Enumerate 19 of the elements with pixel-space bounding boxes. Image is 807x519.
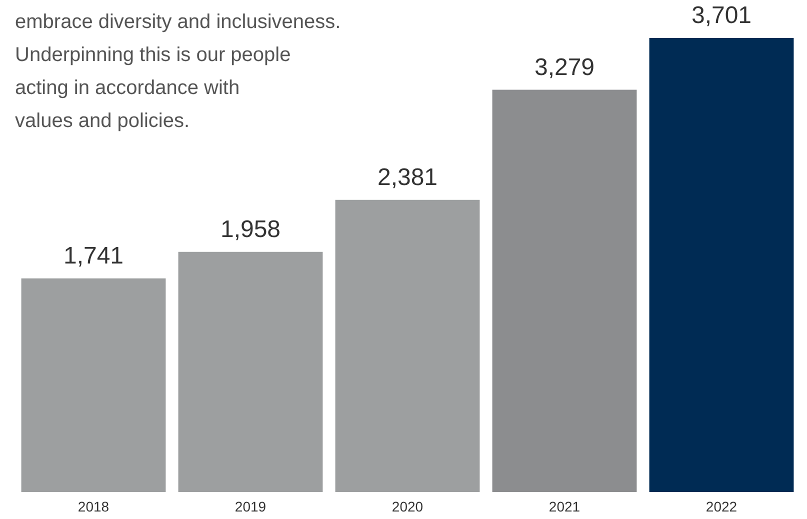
data-label: 1,741 — [63, 242, 124, 270]
bar — [21, 278, 166, 492]
x-tick-label: 2018 — [78, 498, 110, 514]
data-label: 2,381 — [377, 164, 438, 191]
bar — [492, 90, 637, 492]
annotation: values and policies. — [15, 110, 190, 132]
bar — [335, 200, 480, 492]
annotation: acting in accordance with — [15, 77, 240, 99]
data-label: 3,701 — [691, 2, 752, 29]
data-label: 3,279 — [534, 54, 595, 81]
x-tick-label: 2020 — [392, 498, 424, 514]
x-tick-label: 2019 — [234, 498, 266, 514]
bar — [649, 38, 794, 492]
x-tick-label: 2021 — [548, 498, 580, 514]
bar — [178, 252, 323, 492]
x-tick-label: 2022 — [706, 498, 738, 514]
text: embrace diversity and inclusiveness. — [15, 11, 341, 33]
annotation: Underpinning this is our people — [15, 44, 291, 66]
data-label: 1,958 — [220, 216, 281, 243]
